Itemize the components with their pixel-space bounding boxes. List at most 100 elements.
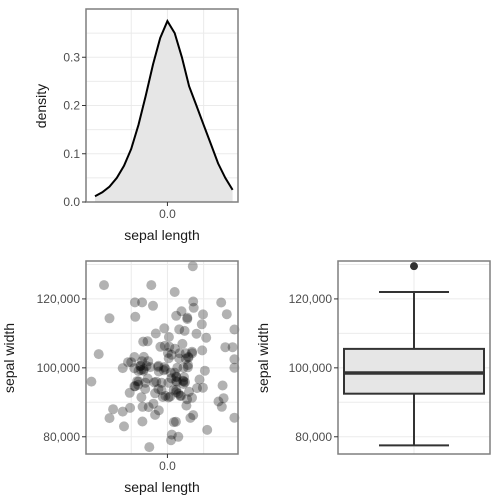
scatter-y-tick-label: 100,000	[37, 361, 81, 375]
boxplot-y-axis-title: sepal width	[255, 323, 271, 393]
scatter-point	[150, 328, 161, 339]
scatter-point	[156, 377, 167, 388]
scatter-point	[137, 401, 148, 412]
scatter-point	[145, 362, 156, 373]
density-x-tick-label: 0.0	[159, 207, 176, 221]
scatter-point	[163, 392, 174, 403]
scatter-point	[129, 363, 140, 374]
scatter-point	[86, 376, 97, 387]
scatter-point	[229, 362, 240, 373]
scatter-point	[153, 361, 164, 372]
scatter-point	[140, 384, 151, 394]
scatter-point	[213, 396, 224, 407]
scatter-point	[183, 351, 194, 362]
scatter-point	[137, 297, 148, 308]
scatter-point	[159, 340, 170, 351]
scatter-y-tick-label: 120,000	[37, 292, 81, 306]
scatter-point	[171, 310, 182, 321]
scatter-point	[137, 416, 148, 427]
scatter-point	[191, 328, 202, 339]
scatter-panel: 80,000 100,000 120,000 0.0 sepal length se…	[1, 260, 240, 495]
scatter-point	[180, 348, 191, 359]
scatter-point	[164, 341, 175, 352]
scatter-point	[166, 435, 176, 446]
scatter-point	[227, 342, 238, 353]
scatter-point	[143, 356, 154, 367]
scatter-point	[138, 351, 149, 362]
scatter-point	[130, 311, 141, 322]
scatter-point	[138, 365, 149, 376]
scatter-point	[141, 361, 152, 371]
scatter-point	[129, 297, 140, 308]
scatter-point	[162, 348, 173, 358]
density-y-tick-label: 0.1	[63, 147, 80, 161]
scatter-point	[169, 367, 180, 378]
density-y-tick-label: 0.2	[63, 99, 80, 113]
scatter-point	[185, 412, 196, 423]
scatter-point	[138, 364, 149, 375]
scatter-point	[197, 345, 208, 356]
boxplot-y-tick-label: 80,000	[295, 430, 332, 444]
scatter-point	[138, 336, 149, 347]
scatter-point	[179, 372, 189, 382]
scatter-point	[99, 280, 109, 291]
scatter-point	[153, 405, 164, 416]
scatter-point	[163, 332, 174, 342]
scatter-point	[192, 383, 202, 394]
scatter-point	[148, 398, 159, 409]
scatter-point	[180, 377, 190, 388]
scatter-point	[187, 346, 197, 357]
scatter-point	[176, 306, 187, 317]
scatter-point	[166, 349, 177, 360]
boxplot-y-ticks: 80,000 100,000 120,000	[289, 292, 338, 444]
scatter-point	[142, 373, 153, 384]
scatter-point	[169, 287, 180, 297]
scatter-point	[148, 300, 158, 311]
scatter-point	[182, 362, 193, 373]
scatter-point	[202, 424, 213, 435]
scatter-point	[198, 309, 208, 320]
scatter-point	[137, 356, 148, 367]
scatter-point	[133, 376, 144, 387]
scatter-point	[171, 372, 182, 383]
scatter-point	[169, 343, 180, 354]
scatter-point	[172, 362, 183, 373]
scatter-point	[229, 412, 240, 423]
scatter-point	[178, 379, 189, 389]
scatter-point	[163, 353, 174, 364]
scatter-point	[174, 324, 185, 335]
scatter-point	[149, 377, 160, 388]
boxplot-shape	[343, 262, 485, 447]
scatter-point	[153, 360, 164, 371]
boxplot-y-tick-label: 100,000	[289, 361, 333, 375]
scatter-point	[119, 421, 129, 432]
scatter-point	[130, 381, 141, 392]
scatter-point	[220, 342, 231, 353]
scatter-point	[182, 314, 193, 324]
scatter-point	[172, 376, 183, 387]
scatter-point	[197, 382, 208, 393]
scatter-point	[117, 406, 128, 417]
scatter-point	[218, 393, 229, 404]
scatter-point	[187, 348, 198, 359]
scatter-point	[158, 365, 169, 376]
scatter-point	[108, 404, 119, 415]
scatter-point	[104, 413, 115, 424]
scatter-point	[165, 367, 176, 378]
scatter-point	[124, 387, 135, 398]
density-curve	[94, 18, 234, 198]
scatter-point	[177, 338, 188, 349]
scatter-point	[150, 388, 161, 399]
scatter-point	[188, 410, 199, 421]
scatter-point	[171, 384, 182, 395]
scatter-point	[123, 357, 133, 368]
scatter-point	[178, 375, 189, 386]
scatter-point	[153, 384, 164, 394]
density-x-axis-title: sepal length	[124, 227, 200, 243]
scatter-x-tick-label: 0.0	[159, 459, 176, 473]
density-y-tick-label: 0.3	[63, 50, 80, 64]
scatter-point	[174, 353, 185, 364]
scatter-point	[170, 416, 181, 427]
scatter-point	[166, 373, 177, 384]
